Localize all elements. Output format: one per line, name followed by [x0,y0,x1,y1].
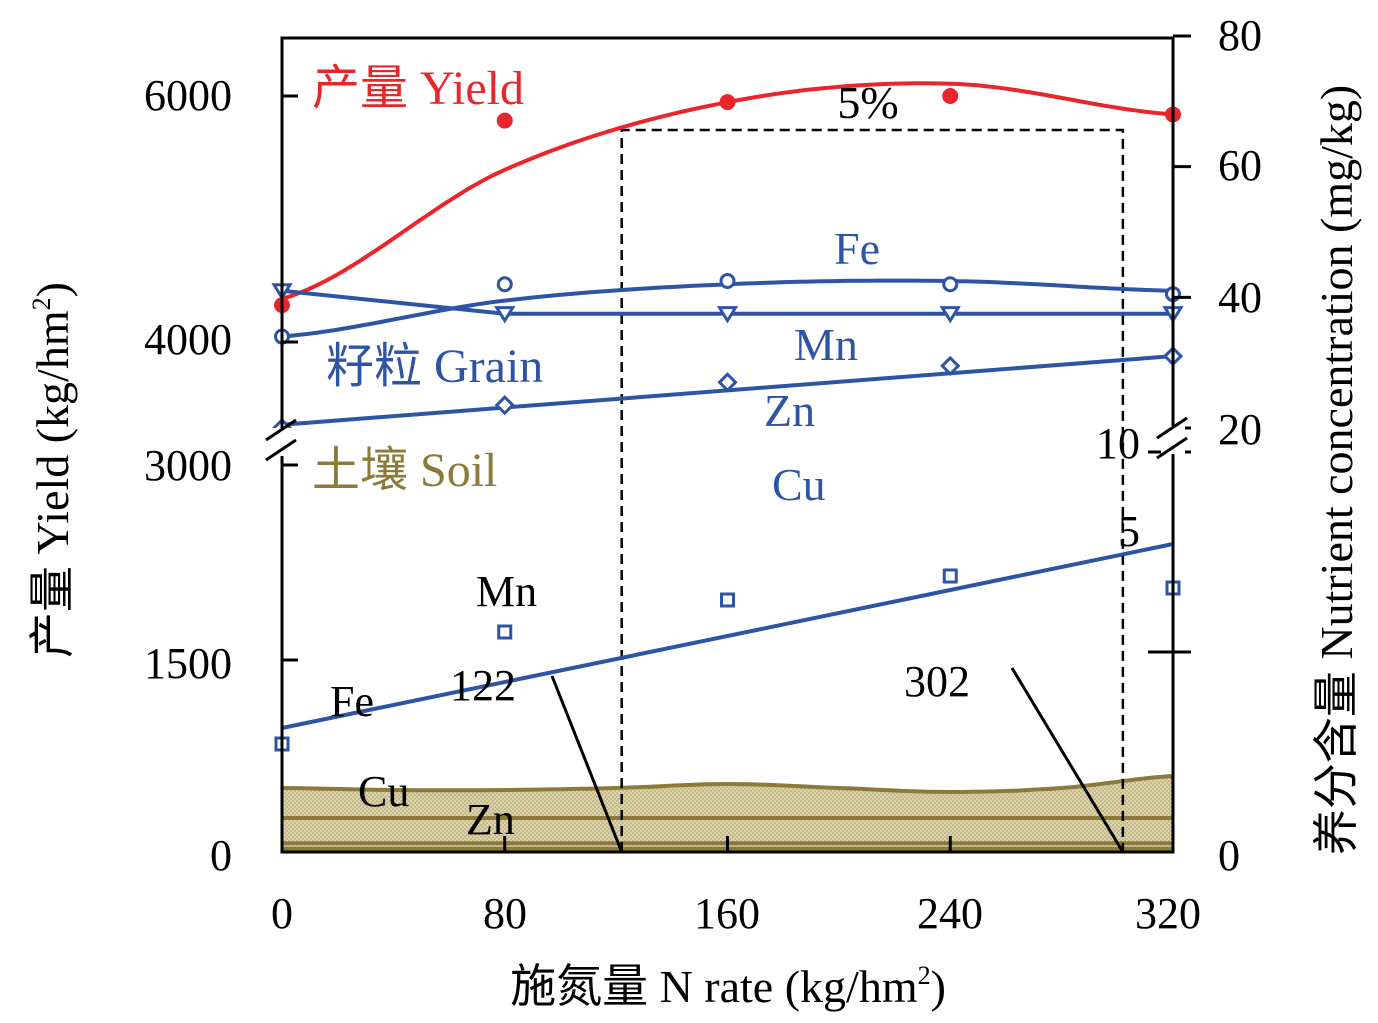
yield-yield-point [719,94,736,111]
soil-fe-label: Fe [330,677,374,726]
grain-cu-label: Cu [772,459,826,510]
y-left-tick-label: 0 [210,831,232,880]
yield-yield-point [496,112,513,129]
soil-zn-label: Zn [466,795,515,844]
x-tick-label: 240 [917,889,983,938]
soil-mn-line [281,774,1174,794]
optimum-low-label: 122 [450,661,516,710]
x-tick-label: 160 [694,889,760,938]
soil-group-label: 土壤 Soil [312,444,497,497]
grain-mn-point [939,306,961,324]
grain-zn-point [494,395,515,416]
optimum-range-box [550,128,1125,853]
y-left-tick-label: 1500 [144,639,232,688]
y-right-axis-title: 养分含量 Nutrient concentration (mg/kg) [1311,85,1362,855]
optimum-high-label: 302 [904,657,970,706]
y-left-axis-break [265,438,297,462]
yield-yield-fit-line [281,81,1174,301]
grain-group-label: 籽粒 Grain [326,340,543,393]
optimum-percent-label: 5% [837,77,898,128]
y-right-tick-label: 80 [1218,11,1262,60]
y-right-tick-label: 0 [1218,831,1240,880]
grain-mn-point [494,306,516,324]
y-left-axis-title: 产量 Yield (kg/hm2) [27,282,78,658]
grain-fe-label: Fe [834,223,880,274]
axis-layer [265,34,1191,854]
x-axis-title: 施氮量 N rate (kg/hm2) [510,961,946,1012]
optimum-range-line [620,128,1125,852]
grain-cu-point [942,568,958,584]
grain-mn-label: Mn [794,319,858,370]
y-left-axis-break-gap [270,428,294,456]
y-left-tick-label: 6000 [144,71,232,120]
x-tick-label: 0 [271,889,293,938]
y-right-tick-label: 10 [1096,419,1140,468]
y-right-tick-label: 60 [1218,141,1262,190]
marker-layer [271,88,1184,752]
y-right-tick-label: 20 [1218,405,1262,454]
optimum-low-leader [550,675,624,853]
y-right-tick-label: 5 [1118,507,1140,556]
series-layer [281,81,1174,730]
soil-area [282,776,1173,852]
soil-mn-label: Mn [476,567,537,616]
grain-fe-point [942,276,959,293]
y-left-tick-label: 3000 [144,441,232,490]
y-left-tick-label: 4000 [144,315,232,364]
optimum-high-leader [1010,667,1125,853]
grain-cu-point [497,624,513,640]
grain-cu-fit-line [281,542,1174,730]
x-tick-label: 80 [483,889,527,938]
grain-zn-point [940,355,961,377]
yield-yield-point [942,88,959,104]
y-right-axis-break [1156,436,1188,460]
y-right-tick-label: 40 [1218,273,1262,322]
grain-zn-label: Zn [764,385,815,436]
grain-fe-point [719,273,736,289]
x-tick-label: 320 [1135,889,1201,938]
grain-mn-point [716,306,739,324]
y-right-axis-break-gap [1161,426,1185,454]
soil-cu-label: Cu [358,767,409,816]
y-left-axis-break [265,418,297,442]
grain-fe-point [496,276,513,293]
yield-group-label: 产量 Yield [312,62,524,115]
grain-zn-point [717,372,738,393]
grain-cu-point [720,592,735,608]
y-right-axis-break [1156,416,1188,440]
